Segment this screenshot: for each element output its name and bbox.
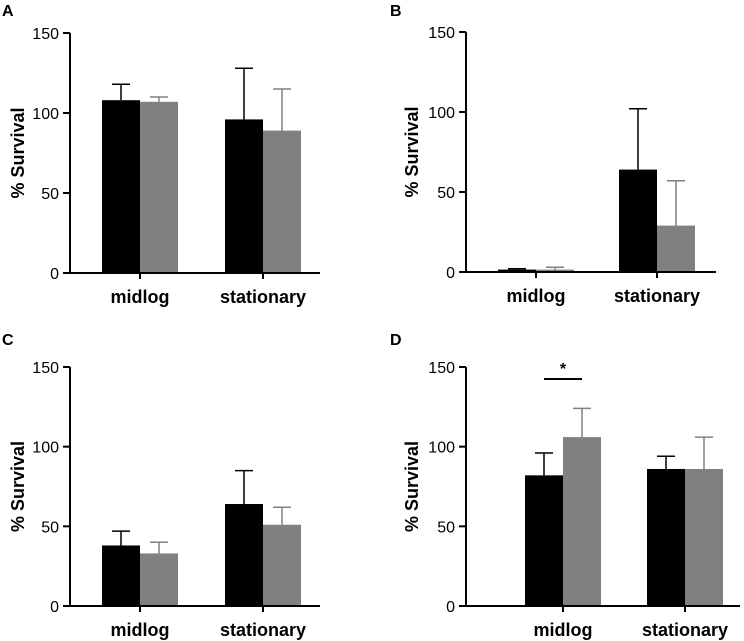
y-axis-title: % Survival	[402, 441, 422, 532]
bar-series-2-midlog	[140, 553, 178, 606]
bar-series-1-stationary	[619, 169, 657, 272]
x-tick-label-stationary: stationary	[220, 620, 306, 640]
x-tick-label-stationary: stationary	[614, 286, 700, 306]
y-tick-label: 150	[32, 360, 59, 377]
panel-label: C	[2, 332, 14, 349]
bar-series-1-stationary	[225, 504, 263, 606]
panel-label: B	[390, 3, 402, 20]
bar-series-2-midlog	[140, 101, 178, 273]
y-axis-title: % Survival	[8, 107, 28, 198]
y-axis-title: % Survival	[8, 441, 28, 532]
x-tick-label-midlog: midlog	[111, 287, 170, 307]
panel-label: A	[2, 3, 14, 20]
panel-label: D	[390, 332, 402, 349]
bar-series-2-stationary	[657, 225, 695, 272]
bar-series-2-midlog	[536, 269, 574, 272]
panel-d: D % Survival midlog stationary * 0 50 100 150	[390, 332, 740, 640]
y-tick-label: 150	[428, 25, 455, 42]
y-tick-label: 0	[446, 599, 455, 616]
x-tick-label-midlog: midlog	[507, 286, 566, 306]
panel-a: A % Survival midlog stationary 0 50 100 150	[2, 3, 320, 307]
y-tick-label: 100	[32, 106, 59, 123]
y-tick-label: 100	[428, 105, 455, 122]
bar-series-1-stationary	[225, 119, 263, 274]
bar-series-1-stationary	[647, 468, 685, 606]
x-tick-label-stationary: stationary	[220, 287, 306, 307]
bar-series-1-midlog	[102, 545, 140, 606]
bar-series-1-midlog	[102, 100, 140, 273]
bar-series-2-stationary	[263, 130, 301, 273]
y-tick-label: 0	[50, 266, 59, 283]
y-tick-label: 150	[32, 26, 59, 43]
y-tick-label: 50	[41, 186, 59, 203]
x-tick-label-stationary: stationary	[642, 620, 728, 640]
y-tick-label: 150	[428, 360, 455, 377]
bar-series-2-stationary	[685, 468, 723, 606]
bar-series-1-midlog	[498, 269, 536, 272]
y-tick-label: 0	[446, 265, 455, 282]
y-tick-label: 0	[50, 599, 59, 616]
x-tick-label-midlog: midlog	[534, 620, 593, 640]
bar-series-2-stationary	[263, 524, 301, 606]
y-tick-label: 50	[437, 185, 455, 202]
y-axis-title: % Survival	[402, 106, 422, 197]
y-tick-label: 100	[32, 440, 59, 457]
panel-c: C % Survival midlog stationary 0 50 100 150	[2, 332, 320, 640]
y-tick-label: 50	[41, 519, 59, 536]
panel-b: B % Survival midlog stationary 0 50 100 150	[390, 3, 716, 306]
bar-series-2-midlog	[563, 437, 601, 606]
x-tick-label-midlog: midlog	[111, 620, 170, 640]
bar-series-1-midlog	[525, 475, 563, 606]
significance-label: *	[560, 361, 567, 378]
y-tick-label: 50	[437, 519, 455, 536]
y-tick-label: 100	[428, 440, 455, 457]
